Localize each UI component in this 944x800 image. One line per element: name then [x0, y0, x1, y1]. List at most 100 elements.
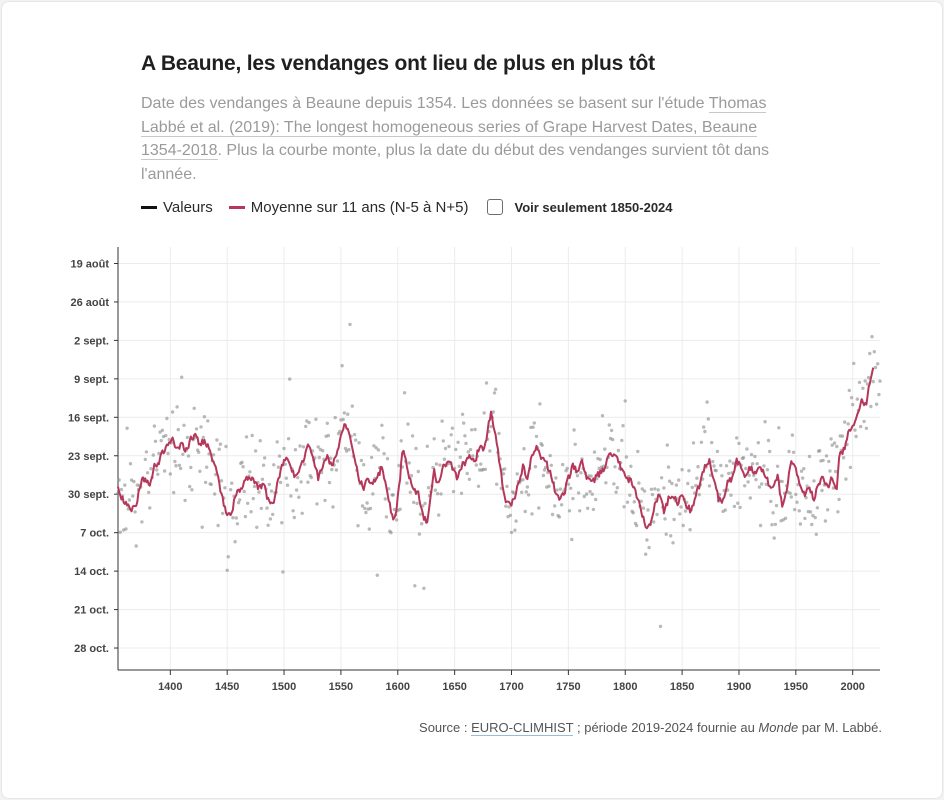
value-point — [736, 501, 740, 505]
value-point — [653, 487, 657, 491]
value-point — [451, 489, 456, 494]
value-point — [300, 511, 304, 515]
value-point — [399, 439, 403, 443]
value-point — [604, 481, 608, 485]
value-point — [340, 364, 344, 368]
value-point — [439, 492, 443, 496]
value-point — [674, 483, 679, 487]
y-tick-label: 21 oct. — [74, 605, 109, 617]
value-point — [711, 459, 715, 464]
value-point — [592, 450, 597, 454]
value-point — [753, 454, 757, 459]
y-tick-label: 26 août — [70, 297, 109, 309]
value-point — [797, 509, 801, 513]
value-point — [613, 465, 617, 469]
value-point — [151, 453, 155, 457]
value-point — [624, 455, 629, 459]
subtitle-text-1: Date des vendanges à Beaune depuis 1354.… — [141, 95, 709, 112]
value-point — [425, 444, 429, 448]
value-point — [628, 493, 632, 497]
value-point — [705, 400, 709, 404]
value-point — [748, 496, 752, 500]
value-point — [406, 422, 410, 426]
value-point — [538, 402, 542, 406]
value-point — [326, 433, 331, 438]
value-point — [647, 545, 651, 550]
value-point — [174, 464, 178, 468]
value-point — [152, 424, 157, 428]
value-point — [774, 503, 779, 508]
value-point — [737, 441, 741, 446]
value-point — [456, 440, 460, 444]
value-point — [465, 471, 469, 476]
value-point — [335, 459, 340, 463]
value-point — [696, 465, 700, 469]
value-point — [805, 484, 809, 488]
value-point — [420, 522, 424, 526]
y-tick-label: 9 sept. — [74, 374, 109, 386]
value-point — [547, 484, 551, 488]
value-point — [265, 506, 269, 510]
value-point — [223, 486, 227, 490]
value-point — [387, 487, 391, 491]
value-point — [649, 487, 654, 491]
value-point — [167, 437, 171, 442]
value-point — [488, 449, 492, 453]
value-point — [242, 489, 246, 494]
value-point — [467, 477, 472, 481]
value-point — [557, 515, 561, 519]
source-link[interactable]: EURO-CLIMHIST — [471, 720, 574, 736]
value-point — [569, 486, 573, 490]
value-point — [489, 424, 493, 429]
value-point — [669, 534, 673, 538]
value-point — [591, 507, 596, 512]
value-point — [216, 523, 220, 528]
value-point — [343, 446, 348, 451]
value-point — [218, 442, 223, 446]
value-point — [352, 432, 357, 437]
study-link[interactable]: Thomas Labbé et al. (2019): The longest … — [141, 95, 767, 160]
value-point — [189, 465, 193, 470]
value-point — [297, 495, 301, 499]
value-point — [230, 481, 234, 485]
value-point — [367, 527, 371, 531]
value-point — [188, 484, 192, 489]
value-point — [576, 491, 581, 495]
value-point — [854, 434, 858, 439]
period-toggle-checkbox[interactable] — [486, 199, 503, 215]
source-note: Source : EURO-CLIMHIST ; période 2019-20… — [419, 720, 882, 736]
value-point — [849, 396, 854, 400]
value-point — [757, 485, 762, 489]
value-point — [327, 480, 332, 485]
value-point — [862, 419, 866, 424]
value-point — [433, 488, 437, 492]
value-point — [426, 486, 431, 490]
value-point — [372, 444, 376, 448]
value-point — [220, 511, 225, 516]
period-toggle-label[interactable]: Voir seulement 1850-2024 — [514, 199, 673, 215]
value-point — [197, 450, 201, 454]
value-point — [217, 447, 221, 451]
value-point — [754, 477, 758, 482]
value-point — [699, 440, 704, 444]
value-point — [787, 449, 791, 454]
value-point — [534, 434, 539, 439]
value-point — [810, 522, 814, 527]
value-point — [176, 427, 180, 432]
value-point — [251, 496, 255, 501]
value-point — [235, 522, 240, 526]
value-point — [276, 465, 281, 469]
value-point — [392, 507, 397, 512]
value-point — [463, 434, 467, 438]
value-point — [813, 515, 817, 520]
value-point — [376, 448, 381, 452]
value-point — [416, 469, 420, 474]
value-point — [540, 443, 544, 447]
value-point — [869, 404, 873, 409]
value-point — [449, 433, 453, 437]
value-point — [611, 437, 615, 442]
value-point — [827, 459, 831, 464]
value-point — [738, 505, 742, 510]
value-point — [812, 479, 816, 483]
